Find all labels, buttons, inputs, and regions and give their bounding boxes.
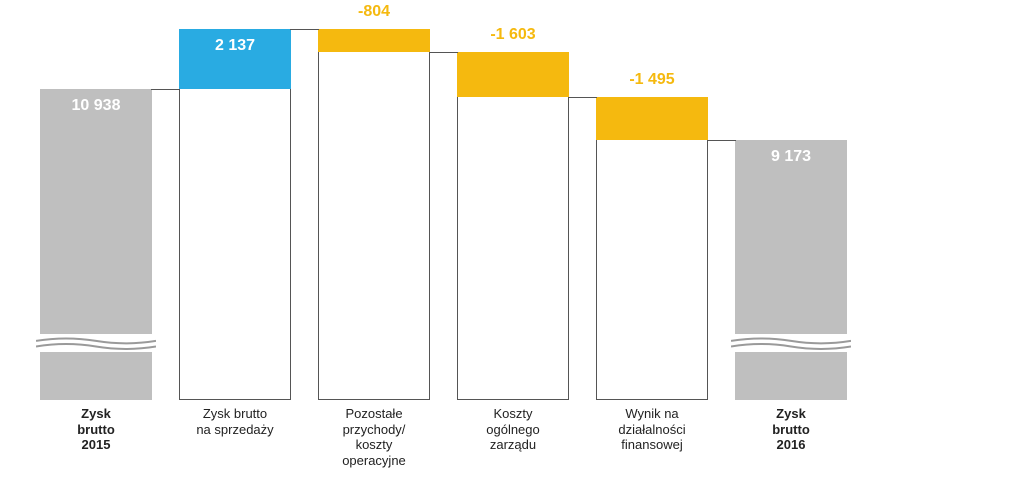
bar-b2: -804: [318, 29, 430, 52]
connector: [568, 97, 597, 98]
axis-label-line: operacyjne: [308, 453, 440, 469]
axis-label-line: ogólnego: [447, 422, 579, 438]
axis-label-line: brutto: [30, 422, 162, 438]
connector: [290, 29, 319, 30]
bar-support-b2: [318, 52, 430, 400]
bar-b3: -1 603: [457, 52, 569, 98]
bar-b1: 2 137: [179, 29, 291, 90]
axis-label-line: przychody/: [308, 422, 440, 438]
axis-label-b3: Kosztyogólnegozarządu: [447, 406, 579, 453]
bar-value-label: 10 938: [40, 97, 152, 115]
plot-area: 10 938 2 137 -804 -1 603 -1 495 9 173: [40, 30, 984, 400]
axis-label-b4: Wynik nadziałalnościfinansowej: [586, 406, 718, 453]
bar-value-label: -804: [318, 3, 430, 21]
bar-value-label: -1 495: [596, 71, 708, 89]
waterfall-chart: 10 9382 137-804-1 603-1 4959 173 Zyskbru…: [0, 0, 1024, 503]
axis-label-line: Koszty: [447, 406, 579, 422]
axis-label-line: na sprzedaży: [169, 422, 301, 438]
bar-end: 9 173: [735, 140, 847, 400]
axis-label-b2: Pozostałeprzychody/kosztyoperacyjne: [308, 406, 440, 468]
bar-support-b4: [596, 140, 708, 400]
axis-label-line: koszty: [308, 437, 440, 453]
bar-b4: -1 495: [596, 97, 708, 139]
connector: [429, 52, 458, 53]
bar-support-b3: [457, 97, 569, 400]
axis-label-line: Wynik na: [586, 406, 718, 422]
bar-start: 10 938: [40, 89, 152, 400]
axis-label-line: brutto: [725, 422, 857, 438]
axis-label-line: 2016: [725, 437, 857, 453]
bar-value-label: -1 603: [457, 26, 569, 44]
bar-value-label: 2 137: [179, 37, 291, 55]
connector: [707, 140, 736, 141]
bar-support-b1: [179, 89, 291, 400]
axis-label-b1: Zysk bruttona sprzedaży: [169, 406, 301, 437]
axis-break: [731, 334, 851, 352]
axis-label-line: Zysk brutto: [169, 406, 301, 422]
axis-label-line: Pozostałe: [308, 406, 440, 422]
axis-break: [36, 334, 156, 352]
axis-label-line: Zysk: [30, 406, 162, 422]
axis-label-line: Zysk: [725, 406, 857, 422]
axis-label-line: działalności: [586, 422, 718, 438]
connector: [151, 89, 180, 90]
axis-label-line: finansowej: [586, 437, 718, 453]
axis-label-end: Zyskbrutto2016: [725, 406, 857, 453]
bar-value-label: 9 173: [735, 148, 847, 166]
axis-label-line: zarządu: [447, 437, 579, 453]
axis-label-line: 2015: [30, 437, 162, 453]
axis-label-start: Zyskbrutto2015: [30, 406, 162, 453]
